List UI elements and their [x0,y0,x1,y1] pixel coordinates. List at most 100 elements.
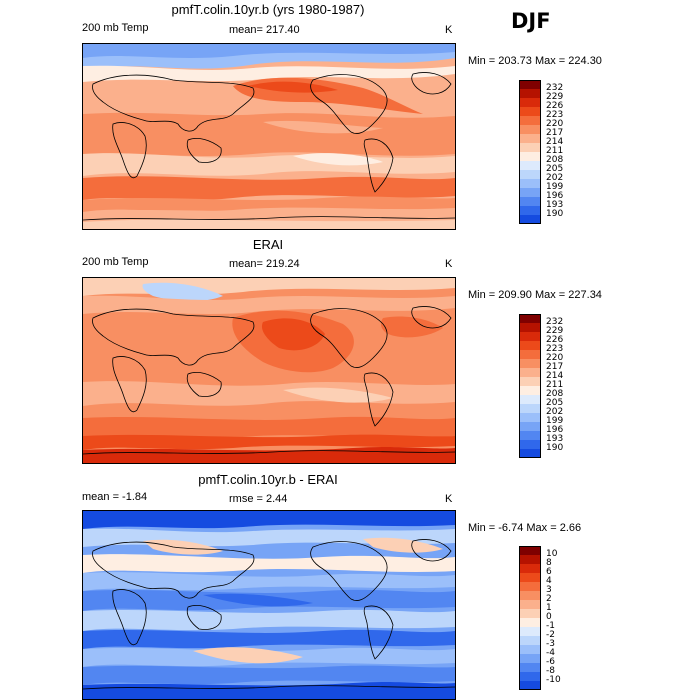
colorbar-tick-label: 226 [546,335,564,345]
colorbar-tick-label: 214 [546,137,564,147]
colorbar-tick-label: 193 [546,434,564,444]
colorbar-swatch [519,431,541,440]
colorbar-tick-label: 4 [546,576,552,586]
colorbar-swatch [519,80,541,89]
map-obs [82,277,456,464]
variable-label-obs: 200 mb Temp [82,256,149,268]
colorbar-swatch [519,116,541,125]
colorbar-swatch [519,395,541,404]
colorbar-tick-label: 226 [546,101,564,111]
colorbar-tick-label: 220 [546,119,564,129]
colorbar-swatch [519,645,541,654]
colorbar-swatch [519,98,541,107]
colorbar-tick-label: 202 [546,173,564,183]
colorbar-swatch [519,107,541,116]
colorbar-swatch [519,681,541,690]
colorbar-tick-label: 205 [546,164,564,174]
colorbar-tick-label: 1 [546,603,552,613]
colorbar-tick-label: 199 [546,416,564,426]
colorbar-swatch [519,591,541,600]
colorbar-tick-label: -10 [546,675,561,685]
colorbar-swatch [519,368,541,377]
panel-title-model: pmfT.colin.10yr.b (yrs 1980-1987) [171,2,365,17]
colorbar-tick-label: -1 [546,621,555,631]
variable-label-model: 200 mb Temp [82,22,149,34]
units-label-obs: K [445,258,453,270]
colorbar-tick-label: 229 [546,326,564,336]
colorbar-swatch [519,314,541,323]
colorbar-swatch [519,600,541,609]
units-label-model: K [445,24,453,36]
colorbar-tick-label: -8 [546,666,555,676]
colorbar-swatch [519,215,541,224]
colorbar-tick-label: 208 [546,155,564,165]
colorbar-swatch [519,89,541,98]
colorbar-tick-label: 217 [546,362,564,372]
mean-label-model: mean= 217.40 [229,24,300,36]
colorbar-diff: 10 8 6 4 3 2 1 0 -1 -2 -3 -4 -6 -8 -10 [519,546,579,696]
colorbar-swatch [519,161,541,170]
colorbar-swatch [519,332,541,341]
colorbar-swatch [519,404,541,413]
colorbar-swatch [519,413,541,422]
colorbar-tick-label: 190 [546,209,564,219]
colorbar-swatch [519,197,541,206]
colorbar-obs: 232 229 226 223 220 217 214 211 208 205 202 199 196 1… [519,314,579,464]
colorbar-swatch [519,359,541,368]
colorbar-tick-label: 196 [546,191,564,201]
colorbar-tick-label: 223 [546,344,564,354]
minmax-label-model: Min = 203.73 Max = 224.30 [468,55,602,67]
colorbar-swatch [519,573,541,582]
colorbar-swatch [519,125,541,134]
colorbar-tick-label: 10 [546,549,558,559]
colorbar-tick-label: 208 [546,389,564,399]
colorbar-swatch [519,170,541,179]
colorbar-tick-label: 205 [546,398,564,408]
colorbar-tick-label: 211 [546,380,564,390]
colorbar-swatch [519,449,541,458]
colorbar-tick-label: 232 [546,83,564,93]
colorbar-swatch [519,654,541,663]
colorbar-swatch [519,188,541,197]
colorbar-tick-label: 217 [546,128,564,138]
colorbar-swatch [519,143,541,152]
minmax-label-obs: Min = 209.90 Max = 227.34 [468,289,602,301]
colorbar-swatch [519,618,541,627]
mean-label-obs: mean= 219.24 [229,258,300,270]
colorbar-swatch [519,564,541,573]
colorbar-swatch [519,440,541,449]
colorbar-tick-label: 190 [546,443,564,453]
colorbar-tick-label: 211 [546,146,564,156]
colorbar-tick-label: -2 [546,630,555,640]
colorbar-swatch [519,555,541,564]
colorbar-tick-label: 199 [546,182,564,192]
colorbar-tick-label: 193 [546,200,564,210]
colorbar-tick-label: 2 [546,594,552,604]
colorbar-tick-label: 3 [546,585,552,595]
colorbar-tick-label: 0 [546,612,552,622]
colorbar-swatch [519,134,541,143]
map-model [82,43,456,230]
colorbar-swatch [519,422,541,431]
colorbar-tick-label: 223 [546,110,564,120]
minmax-label-diff: Min = -6.74 Max = 2.66 [468,522,582,534]
colorbar-tick-label: -3 [546,639,555,649]
season-label: DJF [511,9,551,33]
colorbar-tick-label: 229 [546,92,564,102]
colorbar-swatch [519,546,541,555]
colorbar-tick-label: 6 [546,567,552,577]
panel-title-obs: ERAI [252,237,284,252]
colorbar-model: 232 229 226 223 220 217 214 211 208 205 202 199 196 1… [519,80,579,230]
colorbar-tick-label: 202 [546,407,564,417]
mean-label-diff: mean = -1.84 [82,491,148,503]
colorbar-swatch [519,386,541,395]
rmse-label-diff: rmse = 2.44 [229,493,288,505]
colorbar-tick-label: 220 [546,353,564,363]
colorbar-swatch [519,323,541,332]
colorbar-swatch [519,206,541,215]
panel-title-diff: pmfT.colin.10yr.b - ERAI [198,472,338,487]
colorbar-tick-label: 232 [546,317,564,327]
colorbar-swatch [519,152,541,161]
colorbar-swatch [519,341,541,350]
colorbar-swatch [519,663,541,672]
